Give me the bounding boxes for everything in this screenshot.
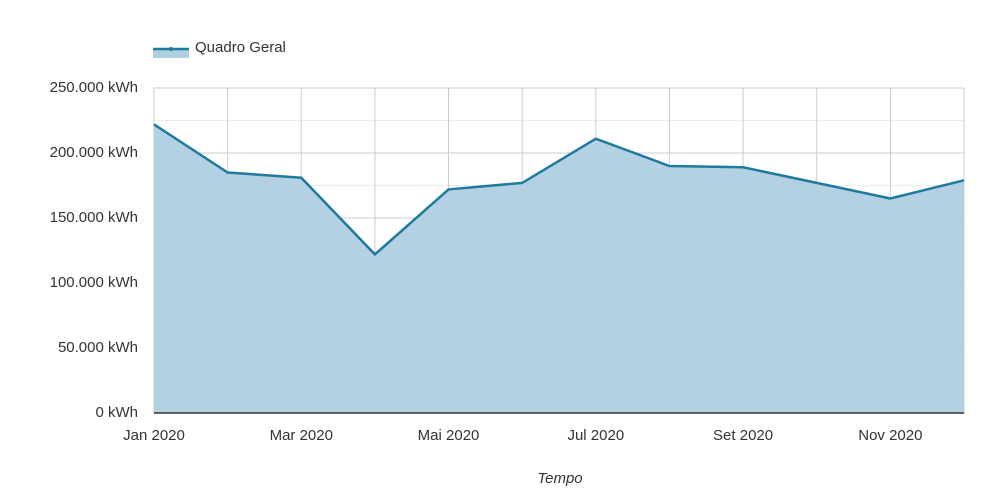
legend-swatch: [153, 48, 189, 58]
x-tick-label: Set 2020: [713, 427, 773, 444]
x-tick-label: Mai 2020: [418, 427, 480, 444]
legend-dot: [169, 47, 173, 51]
x-tick-label: Nov 2020: [858, 427, 922, 444]
x-tick-label: Mar 2020: [270, 427, 333, 444]
y-tick-label: 150.000 kWh: [50, 209, 138, 226]
y-tick-label: 50.000 kWh: [58, 339, 138, 356]
x-axis-title: Tempo: [537, 470, 582, 487]
line: [153, 123, 965, 257]
area: [154, 124, 964, 414]
y-tick-label: 200.000 kWh: [50, 144, 138, 161]
legend-label: Quadro Geral: [195, 39, 286, 56]
y-tick-label: 250.000 kWh: [50, 79, 138, 96]
y-tick-label: 0 kWh: [95, 404, 138, 421]
y-tick-label: 100.000 kWh: [50, 274, 138, 291]
x-tick-label: Jul 2020: [567, 427, 624, 444]
x-tick-label: Jan 2020: [123, 427, 185, 444]
